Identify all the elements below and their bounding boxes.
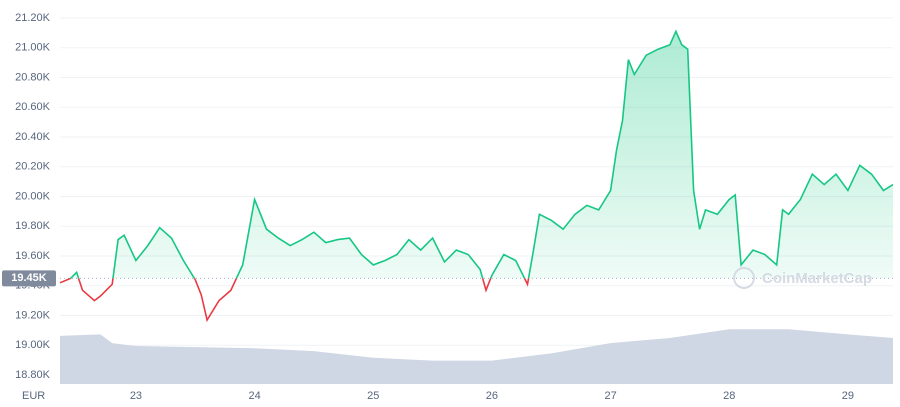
volume-area [60,329,893,384]
x-tick-label: 29 [842,390,854,402]
y-tick-label: 21.20K [15,12,51,24]
y-tick-label: 19.80K [15,220,51,232]
y-tick-label: 19.60K [15,250,51,262]
x-tick-label: 26 [486,390,498,402]
y-tick-label: 20.20K [15,161,51,173]
watermark-logo [733,267,755,289]
watermark: CoinMarketCap [762,270,872,287]
price-line [68,29,894,279]
x-tick-label: 25 [367,390,379,402]
y-tick-label: 21.00K [15,42,51,54]
x-tick-label: 23 [130,390,142,402]
x-tick-label: 24 [248,390,260,402]
x-tick-label: 27 [604,390,616,402]
x-tick-label: 28 [723,390,735,402]
y-tick-label: 20.60K [15,101,51,113]
y-tick-label: 20.00K [15,190,51,202]
y-tick-label: 20.80K [15,71,51,83]
reference-badge [2,270,56,287]
y-tick-label: 20.40K [15,131,51,143]
y-tick-label: 19.20K [15,309,51,321]
reference-label: 19.45K [11,272,47,284]
y-tick-label: 19.00K [15,339,51,351]
currency-label: EUR [22,390,45,402]
price-area [70,31,893,279]
y-tick-label: 18.80K [15,369,51,381]
